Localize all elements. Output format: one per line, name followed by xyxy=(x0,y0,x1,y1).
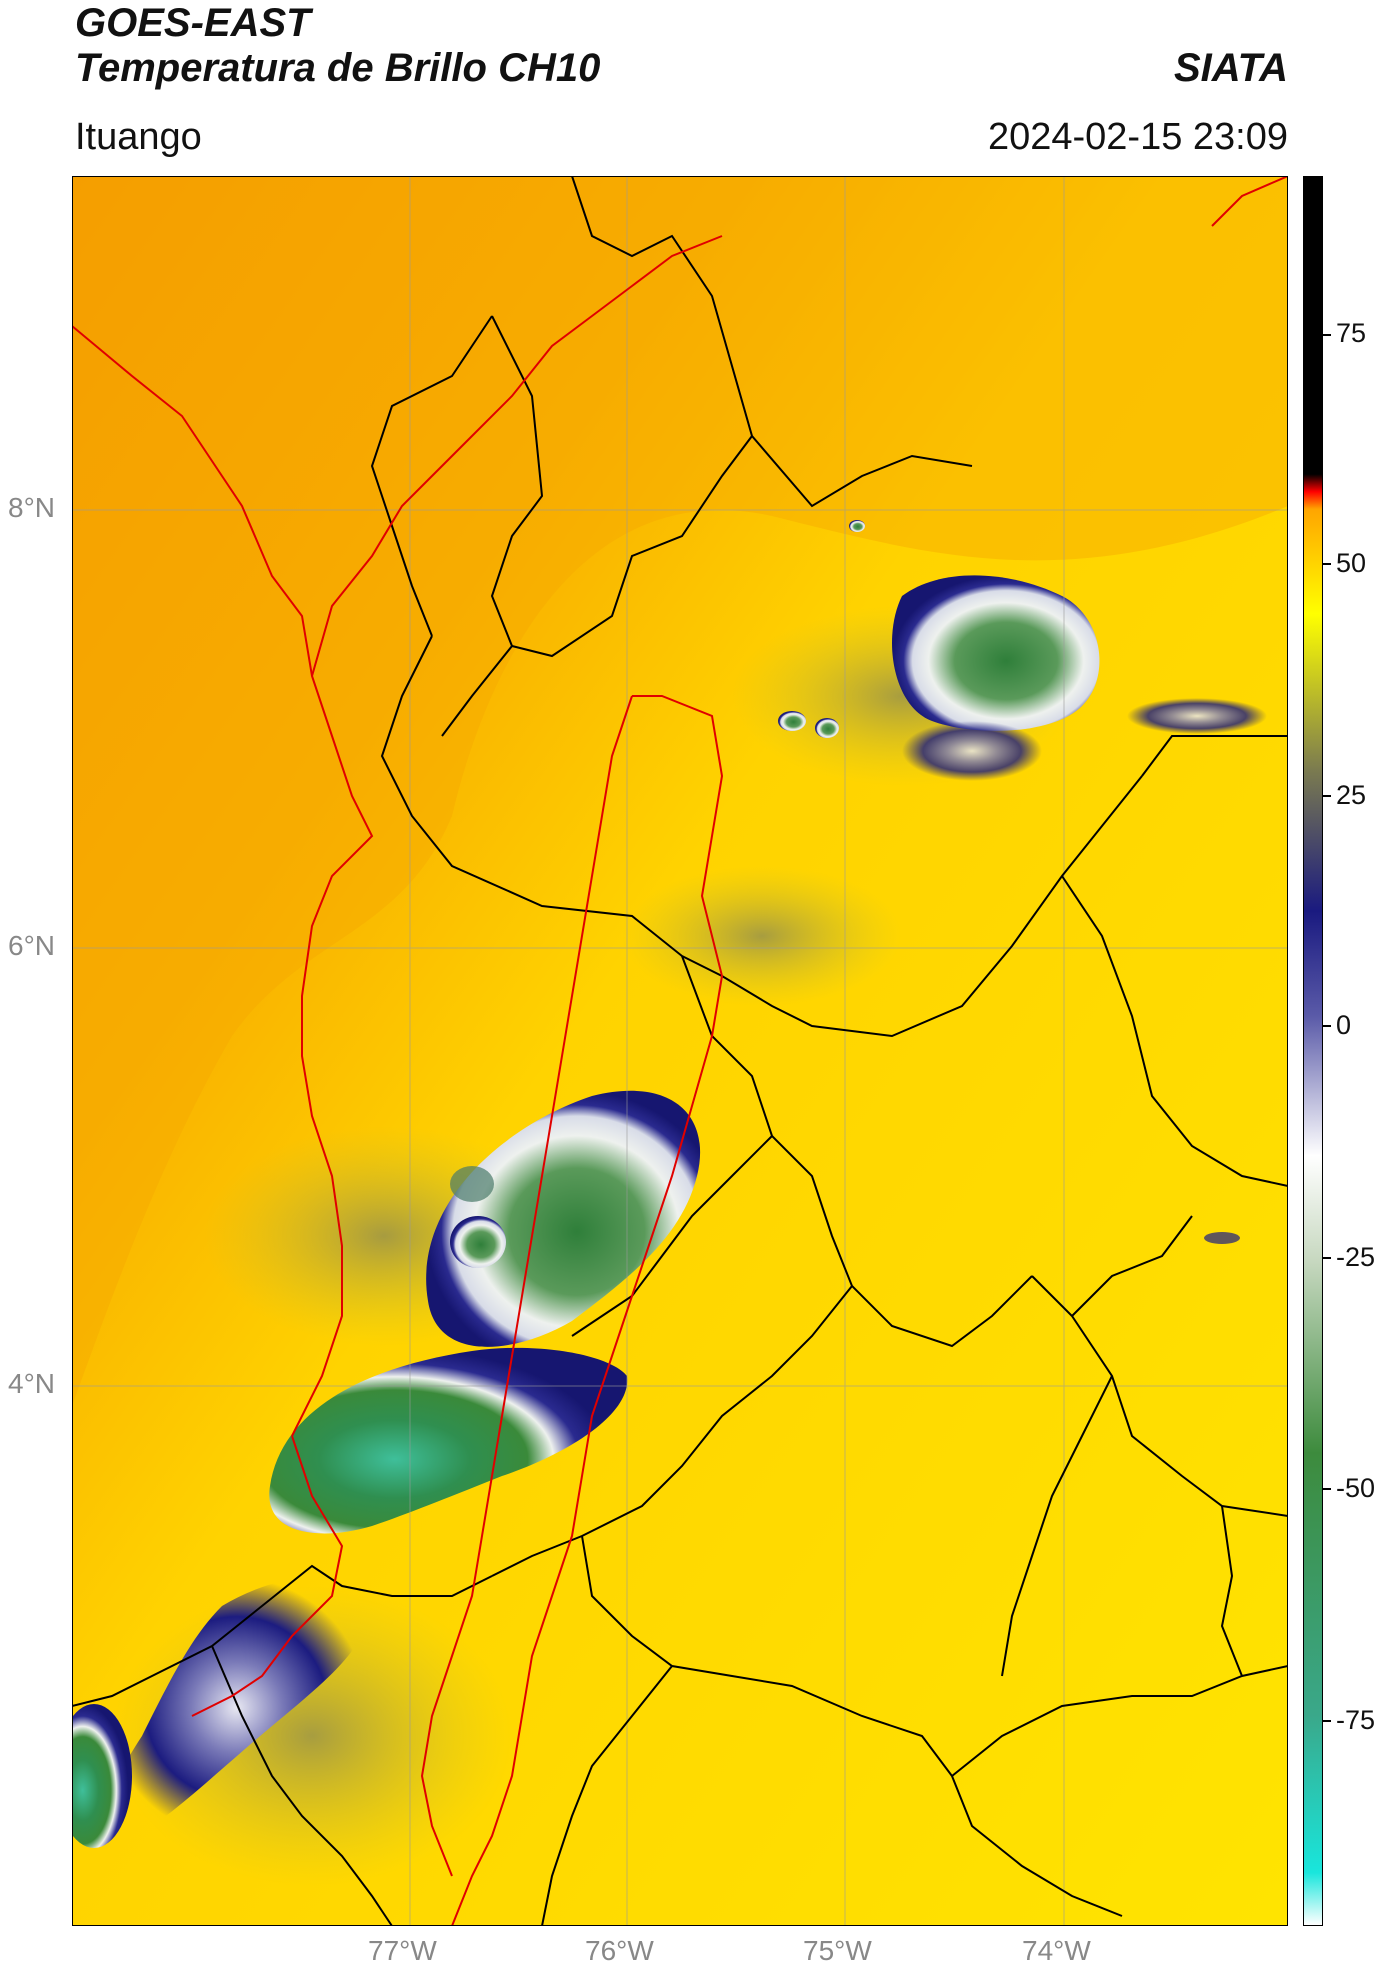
lat-label: 4°N xyxy=(8,1368,55,1399)
colorbar-tick xyxy=(1323,1488,1331,1490)
title-line-1: GOES-EAST xyxy=(75,1,311,45)
graticule xyxy=(72,176,1288,1926)
lon-label: 77°W xyxy=(368,1935,437,1966)
colorbar-tick xyxy=(1323,1257,1331,1259)
colorbar-label: 50 xyxy=(1336,548,1367,578)
colorbar-tick xyxy=(1323,1720,1331,1722)
colorbar-tick xyxy=(1323,795,1331,797)
cloud-cell-edge xyxy=(72,1704,132,1848)
region-borders xyxy=(72,176,1288,1926)
lon-label: 76°W xyxy=(585,1935,654,1966)
cloud-tail xyxy=(450,1166,494,1202)
lat-label: 6°N xyxy=(8,930,55,961)
admin-borders xyxy=(72,176,1288,1926)
lon-label: 74°W xyxy=(1022,1935,1091,1966)
cloud-cell-small xyxy=(849,520,865,532)
cloud-cluster-central xyxy=(426,1090,701,1347)
cloud-cell-small xyxy=(815,718,839,738)
cloud-cluster-south xyxy=(269,1347,628,1534)
colorbar-label: 0 xyxy=(1336,1010,1352,1040)
satellite-map xyxy=(72,176,1288,1926)
colorbar-tick xyxy=(1323,334,1331,336)
colorbar-label: 75 xyxy=(1336,318,1367,348)
ocean-warm-region xyxy=(72,176,1288,1406)
timestamp-label: 2024-02-15 23:09 xyxy=(987,116,1288,158)
colorbar-tick xyxy=(1323,1025,1331,1027)
cloud-tail xyxy=(902,721,1042,781)
cloud-tail xyxy=(1127,698,1267,734)
colorbar-label: 25 xyxy=(1336,780,1367,810)
haze-area xyxy=(622,866,902,1006)
cloud-cell-small xyxy=(450,1216,506,1268)
lat-label: 8°N xyxy=(8,492,55,523)
colorbar xyxy=(1303,176,1323,1926)
map-panel[interactable] xyxy=(72,176,1288,1926)
title-line-2: Temperatura de Brillo CH10 xyxy=(75,46,601,90)
colorbar-label: -25 xyxy=(1336,1242,1376,1272)
cloud-cell-small xyxy=(778,711,806,731)
colorbar-label: -75 xyxy=(1336,1705,1376,1735)
cloud-cluster-northeast xyxy=(892,575,1100,731)
colorbar-label: -50 xyxy=(1336,1473,1376,1503)
lon-label: 75°W xyxy=(803,1935,872,1966)
brand-label: SIATA xyxy=(1173,46,1288,90)
cloud-cell-small xyxy=(1204,1232,1240,1244)
cloud-band-southwest xyxy=(106,1577,367,1838)
location-label: Ituango xyxy=(75,116,202,158)
colorbar-tick xyxy=(1323,563,1331,565)
